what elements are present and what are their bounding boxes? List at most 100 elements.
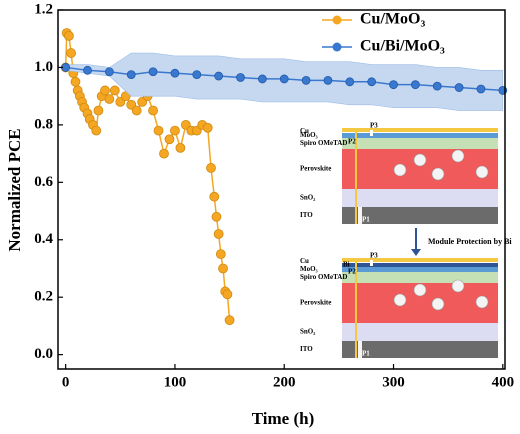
ion — [431, 297, 445, 311]
ion — [413, 283, 427, 297]
data-point — [222, 289, 233, 300]
data-point — [104, 67, 114, 77]
data-point — [131, 105, 142, 116]
layer — [342, 133, 498, 138]
x-tick-label: 300 — [382, 374, 405, 390]
data-point — [214, 71, 224, 81]
data-point — [83, 65, 92, 75]
layer-label: Cu — [300, 127, 309, 135]
x-tick-label: 100 — [164, 374, 187, 390]
scribe-label: P2 — [348, 268, 356, 276]
data-point — [454, 83, 464, 92]
layer — [342, 323, 498, 341]
data-point — [70, 76, 81, 87]
ion — [431, 167, 445, 181]
data-point — [148, 105, 158, 116]
arrow-label: Module Protection by Bi — [428, 237, 512, 246]
data-point — [367, 77, 377, 87]
layer-label: Spiro OMeTAD — [300, 273, 347, 281]
layer — [342, 341, 498, 358]
plot-frame — [57, 9, 506, 370]
x-tick-label: 200 — [273, 374, 296, 390]
legend-label: Cu/MoO₃ — [360, 11, 425, 28]
data-point — [236, 73, 245, 82]
data-point — [410, 80, 420, 90]
data-point — [159, 148, 169, 159]
data-point — [104, 94, 115, 104]
device-frame — [342, 258, 498, 262]
device-frame — [342, 128, 498, 132]
ion — [393, 163, 407, 177]
data-point — [148, 67, 158, 77]
layer-label: ITO — [300, 345, 313, 353]
ion — [475, 295, 489, 309]
layer-label: MoO₃ — [300, 265, 318, 273]
layer — [342, 272, 498, 283]
scribe-p1 — [358, 207, 362, 224]
y-tick-label: 0.0 — [34, 346, 53, 362]
data-point — [64, 30, 74, 41]
data-point — [202, 122, 213, 133]
data-point — [301, 75, 311, 85]
layer — [342, 263, 498, 267]
y-tick-label: 0.6 — [34, 174, 53, 190]
data-point — [109, 85, 120, 96]
layer — [342, 189, 498, 207]
x-axis-label: Time (h) — [252, 409, 315, 428]
legend-marker — [332, 15, 342, 25]
layer — [342, 138, 498, 149]
ion — [475, 165, 489, 179]
layer-label: SnO₂ — [300, 328, 315, 336]
arrow-head — [411, 249, 421, 256]
x-tick-label: 400 — [492, 374, 515, 390]
y-axis-label: Normalized PCE — [5, 128, 24, 251]
data-point — [93, 105, 104, 116]
layer — [342, 267, 498, 272]
data-point — [279, 74, 289, 84]
data-point — [211, 211, 222, 222]
scribe-p3 — [370, 130, 373, 136]
y-tick-label: 0.8 — [34, 116, 53, 132]
scribe-p3 — [370, 260, 373, 266]
layer-label: Perovskite — [300, 165, 331, 173]
data-point — [432, 81, 442, 91]
layer-label: Spiro OMeTAD — [300, 139, 347, 147]
data-point — [192, 70, 202, 80]
layer-label: Perovskite — [300, 299, 331, 307]
ion — [451, 149, 465, 163]
layer-label: SnO₂ — [300, 194, 315, 202]
x-tick-label: 0 — [62, 374, 70, 390]
y-tick-label: 1.0 — [34, 59, 53, 75]
ion — [413, 153, 427, 167]
data-point — [215, 249, 226, 260]
layer-label: ITO — [300, 211, 313, 219]
scribe-label: P2 — [348, 138, 356, 146]
data-point — [206, 163, 216, 173]
data-point — [476, 84, 486, 94]
scribe-label: P1 — [362, 350, 370, 358]
y-tick-label: 0.4 — [34, 231, 53, 247]
scribe-p1 — [358, 341, 362, 358]
y-tick-label: 1.2 — [34, 1, 53, 17]
scribe-label: P3 — [370, 122, 378, 130]
data-point — [213, 229, 224, 239]
data-point — [91, 125, 102, 136]
data-point — [153, 125, 164, 136]
layer-label: Cu — [300, 257, 309, 265]
data-point — [170, 68, 180, 78]
y-tick-label: 0.2 — [34, 289, 53, 305]
layer — [342, 207, 498, 224]
data-point — [224, 315, 235, 326]
data-point — [66, 48, 77, 58]
layer-label: Bi — [343, 261, 350, 269]
scribe-label: P3 — [370, 252, 378, 260]
data-point — [389, 80, 398, 90]
data-point — [175, 142, 186, 153]
legend-label: Cu/Bi/MoO₃ — [360, 38, 445, 55]
ion — [393, 293, 407, 307]
data-point — [345, 77, 355, 87]
data-point — [218, 263, 228, 274]
data-point — [126, 70, 136, 80]
data-point — [170, 125, 180, 136]
